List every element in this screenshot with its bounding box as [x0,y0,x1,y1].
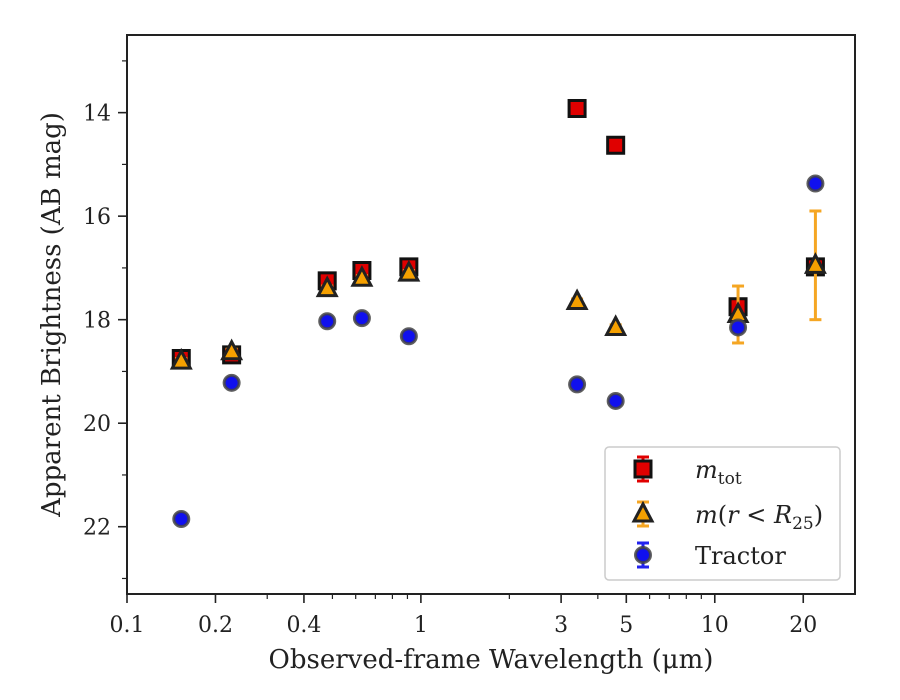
x-axis-label: Observed-frame Wavelength (μm) [269,645,714,675]
legend-box [604,446,841,581]
point-m-r25 [169,347,193,370]
x-tick-label: 10 [701,613,729,638]
legend-label-mtot: mtot [695,456,742,489]
point-m-r25 [350,265,374,287]
plot-frame [126,34,856,595]
x-tick-label: 0.1 [110,613,145,638]
point-m-r25 [803,252,827,274]
point-mtot [606,135,626,155]
y-axis-label: Apparent Brightness (AB mag) [37,112,67,518]
point-tractor [172,509,191,528]
point-tractor [568,375,587,394]
chart-axes: 0.1 0.2 0.4 1 3 5 10 20 14 16 18 20 22 Observed-frame… [37,34,856,675]
point-tractor [222,373,241,392]
point-tractor [318,312,337,331]
point-tractor [806,174,825,193]
legend-marker-m-r25 [631,500,655,523]
legend-marker-mtot [633,459,653,479]
point-tractor [352,309,371,328]
series-mtot [171,98,825,368]
point-tractor [729,318,748,337]
y-tick-label: 18 [83,309,111,334]
x-tick-label: 1 [414,613,428,638]
point-mtot [567,98,587,118]
y-tick-label: 22 [83,516,111,541]
series-tractor [172,174,825,528]
chart-marks [169,98,827,528]
point-m-r25 [604,314,628,336]
legend-label-m-r25: m(r < R25) [695,501,823,534]
legend-marker-tractor [634,546,652,564]
point-m-r25 [220,338,244,361]
x-tick-label: 3 [554,613,568,638]
legend-label-tractor: Tractor [695,542,786,570]
point-m-r25 [397,259,421,282]
point-m-r25 [315,275,339,298]
x-tick-label: 0.4 [286,613,321,638]
y-tick-label: 14 [83,102,111,127]
y-tick-label: 20 [83,412,111,437]
point-tractor [606,391,625,410]
x-tick-label: 5 [619,613,633,638]
series-m-r25 [169,209,827,370]
point-tractor [399,327,418,346]
y-tick-label: 16 [83,205,111,230]
chart-legend: mtot m(r < R25) Tractor [604,446,841,581]
x-tick-label: 0.2 [198,613,233,638]
point-m-r25 [565,288,589,311]
x-tick-label: 20 [789,613,817,638]
